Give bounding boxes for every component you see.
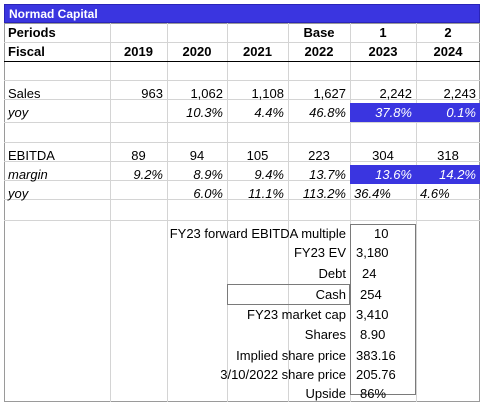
sales-cell[interactable]: 1,627 [313, 86, 346, 101]
ebitda-cell[interactable]: 318 [437, 148, 459, 163]
fiscal-label: Fiscal [8, 44, 45, 59]
margin-cell[interactable]: 13.7% [309, 167, 346, 182]
row-divider [4, 220, 480, 221]
valuation-value[interactable]: 86% [360, 386, 387, 401]
row-divider [4, 42, 480, 43]
valuation-value[interactable]: 8.90 [360, 327, 386, 342]
year-header: 2019 [124, 44, 153, 59]
year-header: 2023 [368, 44, 398, 59]
sales-cell[interactable]: 2,243 [443, 86, 476, 101]
valuation-label: Debt [318, 266, 346, 281]
sales-yoy-cell[interactable]: 46.8% [309, 105, 346, 120]
row-label-margin: margin [8, 167, 48, 182]
sheet-title: Normad Capital [4, 4, 480, 23]
row-divider [4, 99, 480, 100]
year-header: 2020 [182, 44, 212, 59]
sales-yoy-cell-highlighted[interactable]: 37.8% [350, 103, 416, 122]
col-divider [167, 23, 168, 402]
period-label-base: Base [303, 25, 335, 40]
row-label-sales-yoy: yoy [8, 105, 29, 120]
ebitda-yoy-cell[interactable]: 36.4% [354, 186, 391, 201]
ebitda-cell[interactable]: 304 [372, 148, 394, 163]
sales-yoy-cell[interactable]: 10.3% [186, 105, 223, 120]
ebitda-yoy-cell[interactable]: 6.0% [193, 186, 223, 201]
year-header: 2024 [433, 44, 463, 59]
valuation-label: FY23 market cap [247, 307, 346, 322]
row-divider [4, 122, 480, 123]
sales-yoy-cell[interactable]: 4.4% [254, 105, 284, 120]
ebitda-cell[interactable]: 94 [189, 148, 205, 163]
period-label [227, 23, 288, 42]
valuation-value[interactable]: 205.76 [356, 367, 396, 382]
period-label-2: 2 [444, 25, 452, 40]
ebitda-yoy-cell[interactable]: 113.2% [302, 186, 346, 201]
valuation-label: Implied share price [236, 348, 346, 363]
margin-cell-highlighted[interactable]: 14.2% [416, 165, 480, 184]
valuation-label: Shares [304, 327, 346, 342]
ebitda-cell[interactable]: 105 [246, 148, 269, 163]
period-label-1: 1 [379, 25, 387, 40]
ebitda-yoy-cell[interactable]: 4.6% [420, 186, 450, 201]
row-divider [4, 161, 480, 162]
grid-frame [4, 23, 480, 402]
periods-label: Periods [8, 25, 56, 40]
margin-cell[interactable]: 9.4% [254, 167, 284, 182]
col-divider [110, 23, 111, 402]
ebitda-cell[interactable]: 223 [308, 148, 330, 163]
year-header: 2021 [243, 44, 272, 59]
sales-yoy-cell-highlighted[interactable]: 0.1% [416, 103, 480, 122]
row-divider [4, 199, 480, 200]
ebitda-yoy-cell[interactable]: 11.1% [248, 186, 284, 201]
valuation-value[interactable]: 24 [362, 266, 377, 281]
valuation-value[interactable]: 10 [374, 226, 389, 241]
header-rule [4, 61, 480, 62]
col-divider [227, 23, 228, 402]
sales-cell[interactable]: 2,242 [379, 86, 412, 101]
valuation-value[interactable]: 383.16 [356, 348, 396, 363]
sales-cell[interactable]: 1,062 [190, 86, 223, 101]
sales-cell[interactable]: 1,108 [251, 86, 284, 101]
valuation-label: Cash [315, 287, 346, 302]
row-label-ebitda-yoy: yoy [8, 186, 29, 201]
row-divider [4, 142, 480, 143]
col-divider [416, 23, 417, 402]
valuation-value[interactable]: 254 [360, 287, 382, 302]
cash-label-box [227, 284, 350, 305]
valuation-value[interactable]: 3,180 [356, 245, 389, 260]
row-label-sales: Sales [8, 86, 41, 101]
valuation-label: Upside [305, 386, 346, 401]
row-divider [4, 80, 480, 81]
valuation-values-box [350, 224, 416, 395]
valuation-label: 3/10/2022 share price [220, 367, 346, 382]
valuation-label: FY23 EV [293, 245, 346, 260]
ebitda-cell[interactable]: 89 [131, 148, 146, 163]
valuation-value[interactable]: 3,410 [356, 307, 389, 322]
margin-cell[interactable]: 9.2% [133, 167, 163, 182]
margin-cell[interactable]: 8.9% [193, 167, 223, 182]
row-label-ebitda: EBITDA [8, 148, 55, 163]
sales-cell[interactable]: 963 [141, 86, 163, 101]
year-header: 2022 [304, 44, 334, 59]
valuation-label: FY23 forward EBITDA multiple [169, 226, 346, 241]
col-divider [288, 23, 289, 402]
col-divider [350, 23, 351, 402]
margin-cell-highlighted[interactable]: 13.6% [350, 165, 416, 184]
row-divider [4, 180, 480, 181]
